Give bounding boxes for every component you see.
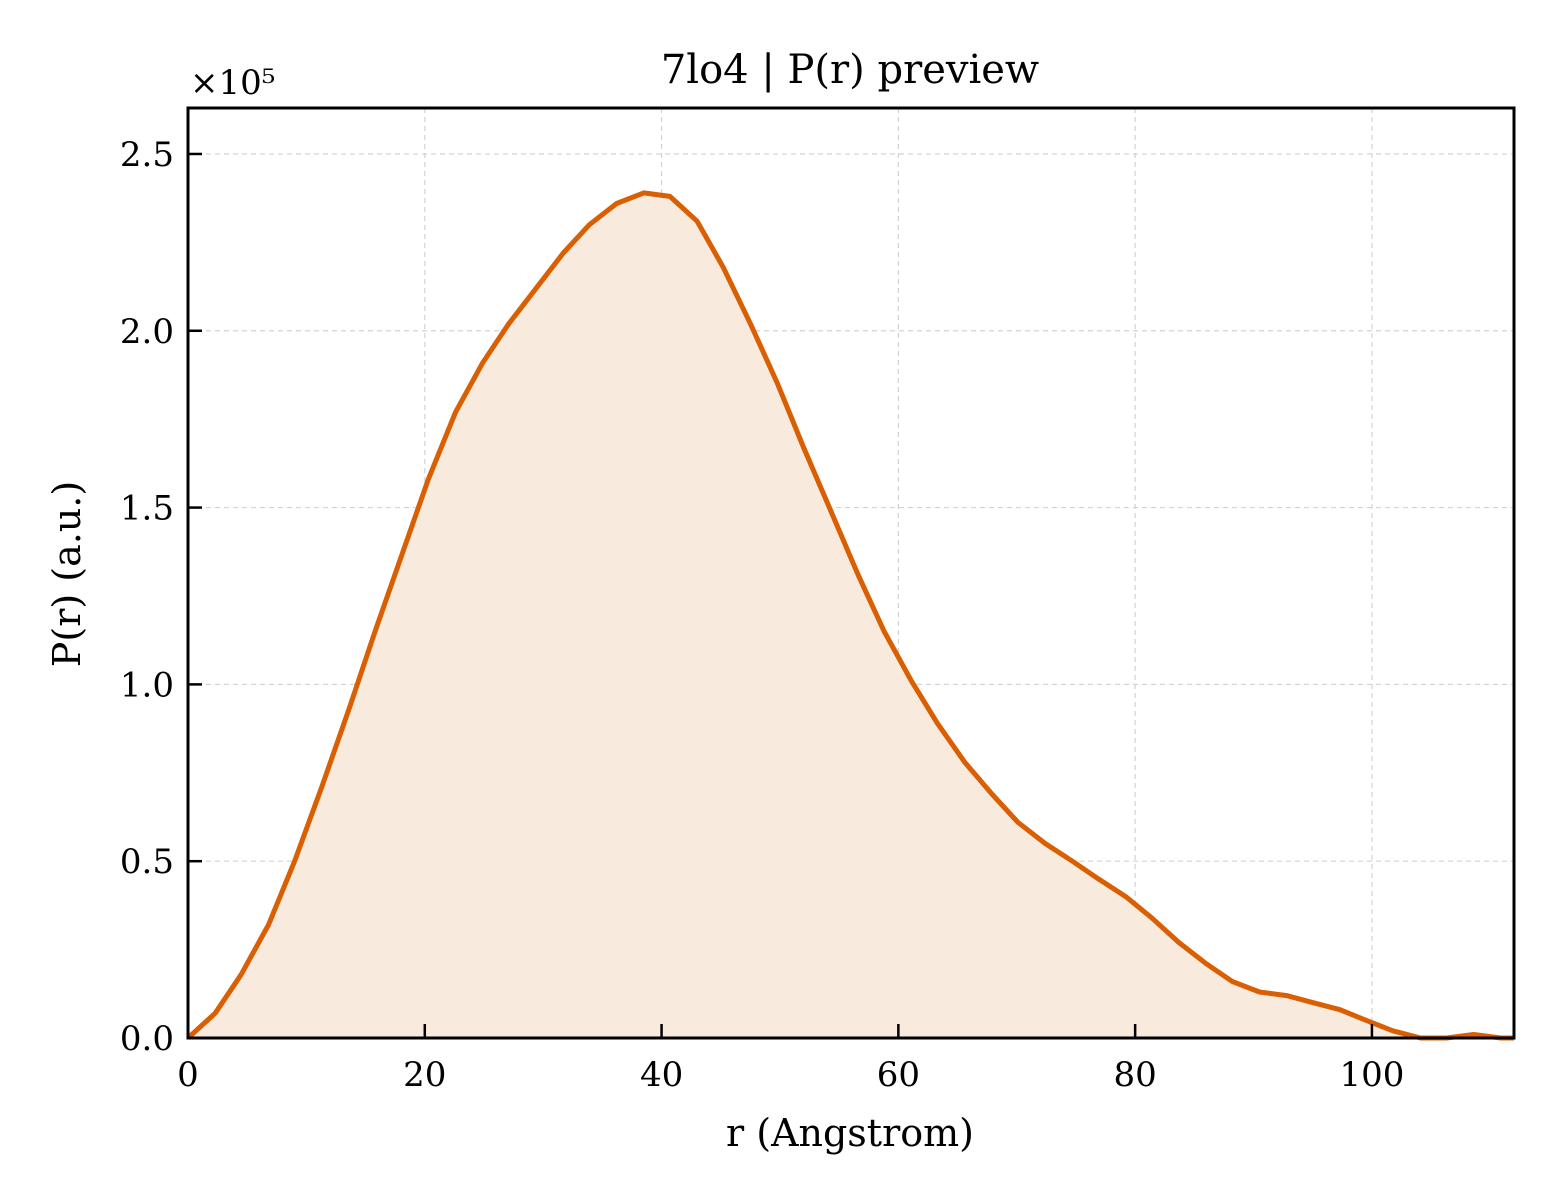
plot-frame xyxy=(186,106,1516,1040)
area-fill xyxy=(188,192,1514,1038)
series-line xyxy=(186,190,1514,1041)
x-axis-label: r (Angstrom) xyxy=(726,1111,974,1155)
y-tick-label: 0.0 xyxy=(120,1019,174,1059)
y-tick-label: 0.5 xyxy=(120,842,174,882)
y-axis-multiplier: ×10⁵ xyxy=(190,63,275,103)
x-tick-label: 20 xyxy=(403,1055,446,1095)
x-axis-ticks: 0 20 40 60 80 100 xyxy=(177,1024,1404,1095)
x-tick-label: 80 xyxy=(1114,1055,1157,1095)
y-tick-label: 1.0 xyxy=(120,665,174,705)
chart-title: 7lo4 | P(r) preview xyxy=(661,47,1039,93)
y-tick-label: 2.5 xyxy=(120,135,174,175)
y-tick-label: 1.5 xyxy=(120,489,174,529)
x-tick-label: 40 xyxy=(640,1055,683,1095)
y-axis-ticks: 0.0 0.5 1.0 1.5 2.0 2.5 xyxy=(120,135,202,1059)
y-tick-label: 2.0 xyxy=(120,312,174,352)
y-axis-label: P(r) (a.u.) xyxy=(45,481,89,667)
x-tick-label: 0 xyxy=(177,1055,199,1095)
x-tick-label: 100 xyxy=(1339,1055,1404,1095)
x-tick-label: 60 xyxy=(877,1055,920,1095)
